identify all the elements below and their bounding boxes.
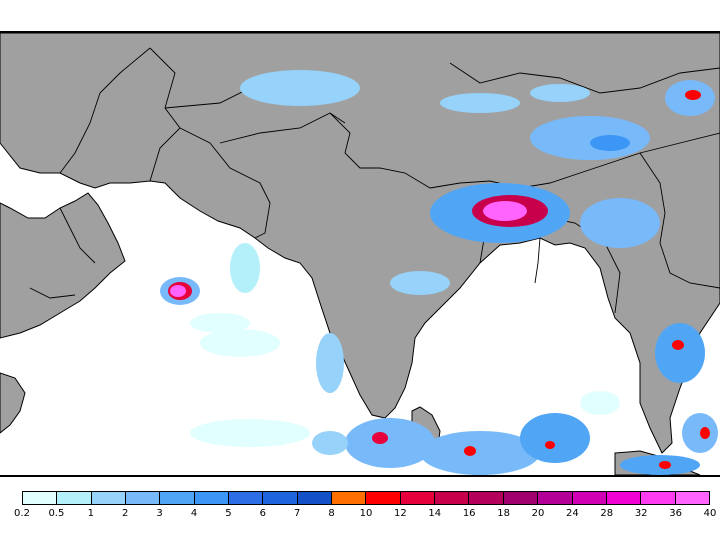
legend-swatch — [23, 492, 58, 504]
legend-tick-label: 0.2 — [14, 508, 30, 519]
legend-swatch — [126, 492, 161, 504]
legend-tick-label: 18 — [497, 508, 510, 519]
legend-tick-label: 40 — [703, 508, 717, 519]
legend-tick-label: 7 — [294, 508, 301, 519]
legend-tick-label: 32 — [634, 508, 648, 519]
legend-swatch — [263, 492, 298, 504]
legend-swatch — [435, 492, 470, 504]
land-arabia — [0, 192, 126, 339]
legend-tick-label: 10 — [359, 508, 373, 519]
precip-areas — [160, 70, 718, 475]
legend-swatch — [57, 492, 92, 504]
legend-tick-label: 6 — [259, 508, 266, 519]
map-canvas — [0, 33, 720, 475]
legend-tick-label: 2 — [122, 508, 129, 519]
legend-swatch — [572, 492, 607, 504]
legend-swatch — [194, 492, 230, 504]
legend-tick-label: 1 — [87, 508, 94, 519]
legend-swatch — [229, 492, 264, 504]
legend-swatch — [538, 492, 573, 504]
legend-swatch — [400, 492, 436, 504]
color-scale-labels: 0.2 0.5 1 2 3 4 5 6 7 8 10 12 14 16 18 20 24 28 32 36 40 — [0, 508, 720, 524]
legend-tick-label: 0.5 — [48, 508, 65, 519]
legend-tick-label: 16 — [462, 508, 476, 519]
color-scale-legend — [22, 491, 710, 505]
legend-tick-label: 4 — [190, 508, 198, 519]
legend-tick-label: 14 — [428, 508, 442, 519]
land-africa — [0, 372, 26, 434]
legend-tick-label: 24 — [566, 508, 579, 519]
legend-tick-label: 28 — [600, 508, 614, 519]
legend-swatch — [641, 492, 676, 504]
legend-swatch — [160, 492, 195, 504]
legend-swatch — [469, 492, 504, 504]
legend-swatch — [297, 492, 333, 504]
precipitation-map — [0, 31, 720, 477]
legend-swatch — [503, 492, 539, 504]
legend-tick-label: 20 — [531, 508, 545, 519]
legend-tick-label: 8 — [328, 508, 335, 519]
legend-swatch — [675, 492, 709, 504]
legend-tick-label: 12 — [394, 508, 407, 519]
legend-tick-label: 36 — [669, 508, 682, 519]
legend-tick-label: 3 — [156, 508, 163, 519]
legend-swatch — [606, 492, 642, 504]
legend-tick-label: 5 — [225, 508, 232, 519]
legend-swatch — [366, 492, 401, 504]
legend-swatch — [332, 492, 367, 504]
legend-swatch — [91, 492, 127, 504]
